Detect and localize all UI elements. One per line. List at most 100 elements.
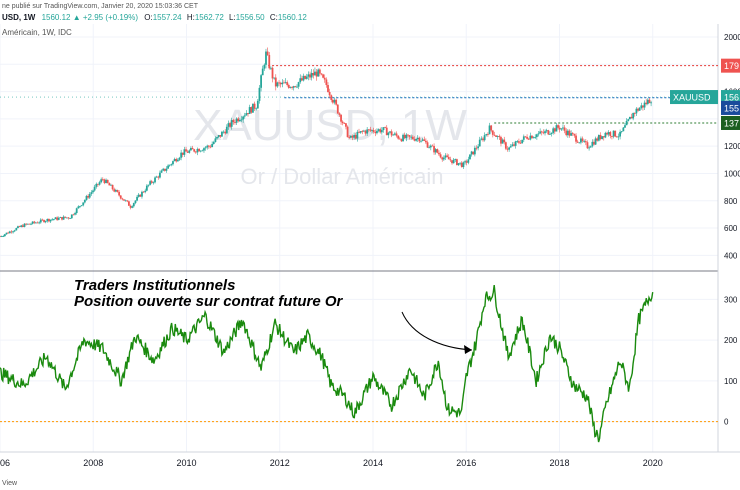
candle-body xyxy=(165,168,168,171)
candle-body xyxy=(80,205,83,207)
candle-body xyxy=(336,104,339,114)
candle-body xyxy=(242,116,245,120)
candle-body xyxy=(377,129,380,131)
candle-body xyxy=(39,219,42,223)
candle-body xyxy=(407,134,409,136)
candle-body xyxy=(438,152,440,155)
institutional-position-series xyxy=(0,285,718,443)
price-tag-1560-bg xyxy=(721,90,740,105)
candle-body xyxy=(367,129,370,131)
candle-body xyxy=(597,134,600,141)
candle-body xyxy=(186,151,189,153)
candle-body xyxy=(100,179,103,183)
candle-body xyxy=(2,235,5,237)
candle-body xyxy=(160,170,163,173)
price-tick-label: 1000 xyxy=(724,169,740,178)
candle-body xyxy=(15,228,18,231)
candle-body xyxy=(150,181,153,183)
candle-body xyxy=(514,141,517,146)
candle-body xyxy=(513,144,515,146)
candle-body xyxy=(390,131,393,136)
candle-body xyxy=(281,82,284,85)
candle-body xyxy=(519,142,522,144)
candle-body xyxy=(416,137,419,140)
candle-body xyxy=(526,136,528,139)
candle-body xyxy=(403,134,406,139)
candle-body xyxy=(387,132,390,136)
candle-body xyxy=(44,221,47,223)
candle-body xyxy=(457,163,460,166)
candle-body xyxy=(637,108,639,111)
candle-body xyxy=(172,161,174,165)
watermark-symbol: XAUUSD, 1W xyxy=(193,101,467,150)
candle-body xyxy=(273,77,276,79)
annotation-arrow xyxy=(401,311,473,351)
candle-body xyxy=(173,158,176,162)
candle-body xyxy=(524,136,527,138)
candle-body xyxy=(563,127,566,131)
candle-body xyxy=(500,137,502,144)
candle-body xyxy=(30,223,32,225)
candle-body xyxy=(46,218,49,222)
candle-body xyxy=(49,219,52,222)
candle-body xyxy=(141,191,143,197)
candle-body xyxy=(405,134,408,139)
candle-body xyxy=(392,134,395,136)
candle-body xyxy=(429,145,432,148)
candle-body xyxy=(237,118,240,122)
candle-body xyxy=(263,64,266,69)
candle-body xyxy=(113,189,116,192)
candle-body xyxy=(83,199,86,203)
candle-body xyxy=(64,216,67,218)
candle-body xyxy=(126,200,129,202)
candle-body xyxy=(155,176,158,178)
time-tick-label: 2010 xyxy=(176,458,196,468)
candle-body xyxy=(376,130,378,134)
candle-body xyxy=(310,72,313,78)
candle-body xyxy=(606,132,608,135)
candle-body xyxy=(207,145,210,147)
candle-body xyxy=(31,221,34,224)
candle-body xyxy=(219,135,222,137)
candle-body xyxy=(147,184,150,186)
candle-body xyxy=(286,82,289,86)
candle-body xyxy=(356,131,359,139)
candle-body xyxy=(13,230,16,232)
candle-body xyxy=(5,232,8,235)
candle-body xyxy=(105,179,107,184)
candle-body xyxy=(296,86,298,88)
candle-body xyxy=(498,136,501,138)
price-tag-1370-bg xyxy=(721,115,740,130)
candle-body xyxy=(503,139,506,143)
candle-body xyxy=(132,203,135,207)
candle-body xyxy=(379,129,382,133)
candle-body xyxy=(397,135,400,139)
published-line: ne publié sur TradingView.com, Janvier 2… xyxy=(2,3,199,10)
candle-body xyxy=(511,144,514,147)
candle-body xyxy=(364,130,367,134)
bottom-pane-grid xyxy=(0,298,718,423)
candle-body xyxy=(423,139,426,141)
candle-body xyxy=(243,115,246,117)
candle-body xyxy=(362,130,365,132)
candle-body xyxy=(188,150,191,153)
candle-body xyxy=(589,146,592,148)
candle-body xyxy=(271,67,274,79)
candle-body xyxy=(190,147,192,151)
candle-body xyxy=(425,140,427,143)
candle-body xyxy=(185,149,187,152)
candle-body xyxy=(26,223,29,225)
candle-body xyxy=(446,155,449,157)
candle-body xyxy=(459,162,462,164)
candle-body xyxy=(490,125,493,131)
candle-body xyxy=(366,129,369,134)
candle-body xyxy=(128,201,130,206)
candle-body xyxy=(178,157,181,160)
candle-body xyxy=(224,131,227,134)
candle-body xyxy=(531,135,533,139)
candle-body xyxy=(612,130,615,137)
candle-body xyxy=(625,120,628,126)
candle-body xyxy=(408,135,411,137)
candle-body xyxy=(633,112,636,114)
